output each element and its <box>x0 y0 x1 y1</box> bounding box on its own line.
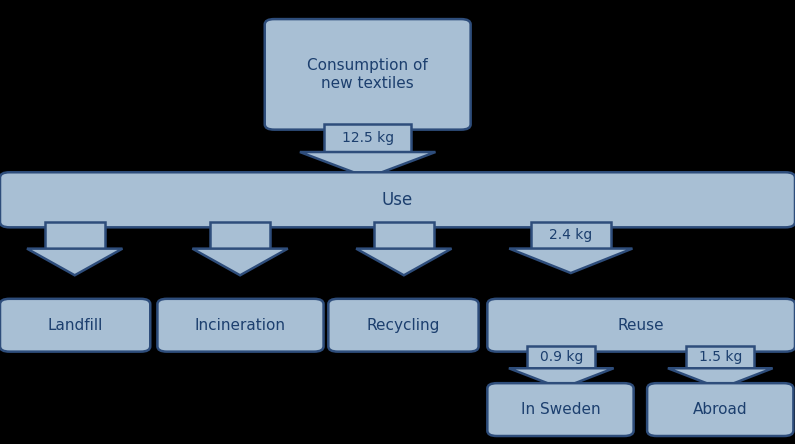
Text: 12.5 kg: 12.5 kg <box>342 131 394 145</box>
Polygon shape <box>300 152 436 178</box>
Text: In Sweden: In Sweden <box>521 402 600 417</box>
FancyBboxPatch shape <box>328 299 479 352</box>
Text: Incineration: Incineration <box>195 318 286 333</box>
Text: Consumption of
new textiles: Consumption of new textiles <box>308 58 428 91</box>
Text: Recycling: Recycling <box>366 318 440 333</box>
FancyBboxPatch shape <box>487 299 795 352</box>
FancyBboxPatch shape <box>531 222 611 249</box>
Polygon shape <box>509 249 633 273</box>
Text: 2.4 kg: 2.4 kg <box>549 228 592 242</box>
Text: Reuse: Reuse <box>618 318 665 333</box>
FancyBboxPatch shape <box>0 299 150 352</box>
FancyBboxPatch shape <box>0 172 795 227</box>
Polygon shape <box>668 368 773 388</box>
FancyBboxPatch shape <box>687 346 754 368</box>
Text: Abroad: Abroad <box>693 402 747 417</box>
Text: Use: Use <box>382 191 413 209</box>
Polygon shape <box>356 249 452 275</box>
FancyBboxPatch shape <box>265 19 471 130</box>
FancyBboxPatch shape <box>45 222 105 249</box>
FancyBboxPatch shape <box>527 346 595 368</box>
Text: 0.9 kg: 0.9 kg <box>540 350 583 364</box>
FancyBboxPatch shape <box>324 124 412 152</box>
Polygon shape <box>27 249 122 275</box>
FancyBboxPatch shape <box>647 383 793 436</box>
Text: Landfill: Landfill <box>48 318 103 333</box>
FancyBboxPatch shape <box>487 383 634 436</box>
FancyBboxPatch shape <box>210 222 270 249</box>
Polygon shape <box>509 368 614 388</box>
FancyBboxPatch shape <box>157 299 324 352</box>
Text: 1.5 kg: 1.5 kg <box>699 350 742 364</box>
Polygon shape <box>192 249 288 275</box>
FancyBboxPatch shape <box>374 222 434 249</box>
